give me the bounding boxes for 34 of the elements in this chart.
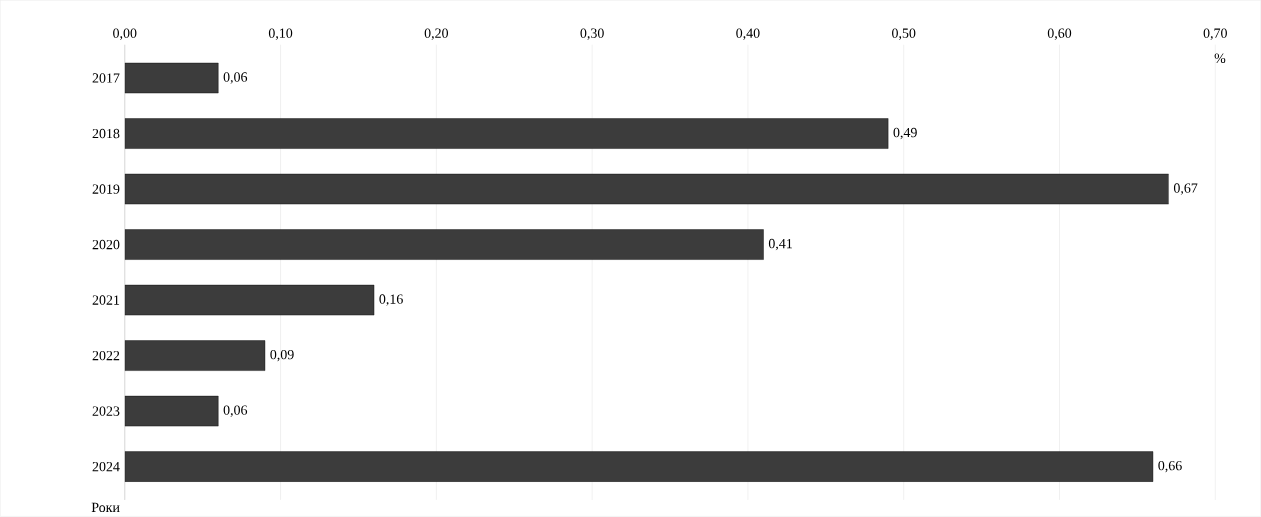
data-label: 0,41 [768, 238, 792, 251]
bar [124, 285, 375, 316]
data-label: 0,06 [223, 405, 248, 417]
data-label: 0,09 [270, 350, 294, 362]
bar [124, 173, 1169, 205]
x-tick-label: 0,70 [1203, 28, 1227, 41]
data-label: 0,16 [379, 294, 403, 306]
x-tick-label: 0,40 [736, 28, 760, 41]
y-tick-label: 2023 [92, 406, 120, 416]
bar [124, 396, 219, 427]
y-tick-label: 2018 [92, 128, 120, 139]
x-tick-label: 0,00 [113, 28, 137, 41]
y-axis-title: Роки [91, 502, 120, 513]
y-tick-label: 2022 [92, 351, 120, 361]
y-tick-label: 2020 [92, 240, 120, 250]
bar [124, 118, 889, 149]
bar [124, 340, 266, 371]
x-tick-label: 0,60 [1047, 28, 1072, 41]
x-tick-label: 0,20 [424, 28, 449, 41]
bar [124, 229, 764, 260]
x-tick-label: 0,30 [580, 28, 604, 41]
data-label: 0,49 [893, 127, 917, 140]
y-tick-label: 2017 [92, 73, 120, 83]
x-axis-title: % [1214, 53, 1226, 64]
data-label: 0,67 [1173, 183, 1198, 195]
y-tick-label: 2021 [92, 295, 120, 305]
x-tick-label: 0,50 [892, 28, 916, 41]
data-label: 0,66 [1158, 461, 1182, 473]
x-tick-label: 0,10 [268, 28, 293, 41]
y-tick-label: 2019 [92, 184, 120, 194]
y-tick-label: 2024 [92, 462, 120, 472]
data-label: 0,06 [223, 72, 248, 84]
bar [124, 62, 219, 94]
bar [124, 451, 1154, 482]
